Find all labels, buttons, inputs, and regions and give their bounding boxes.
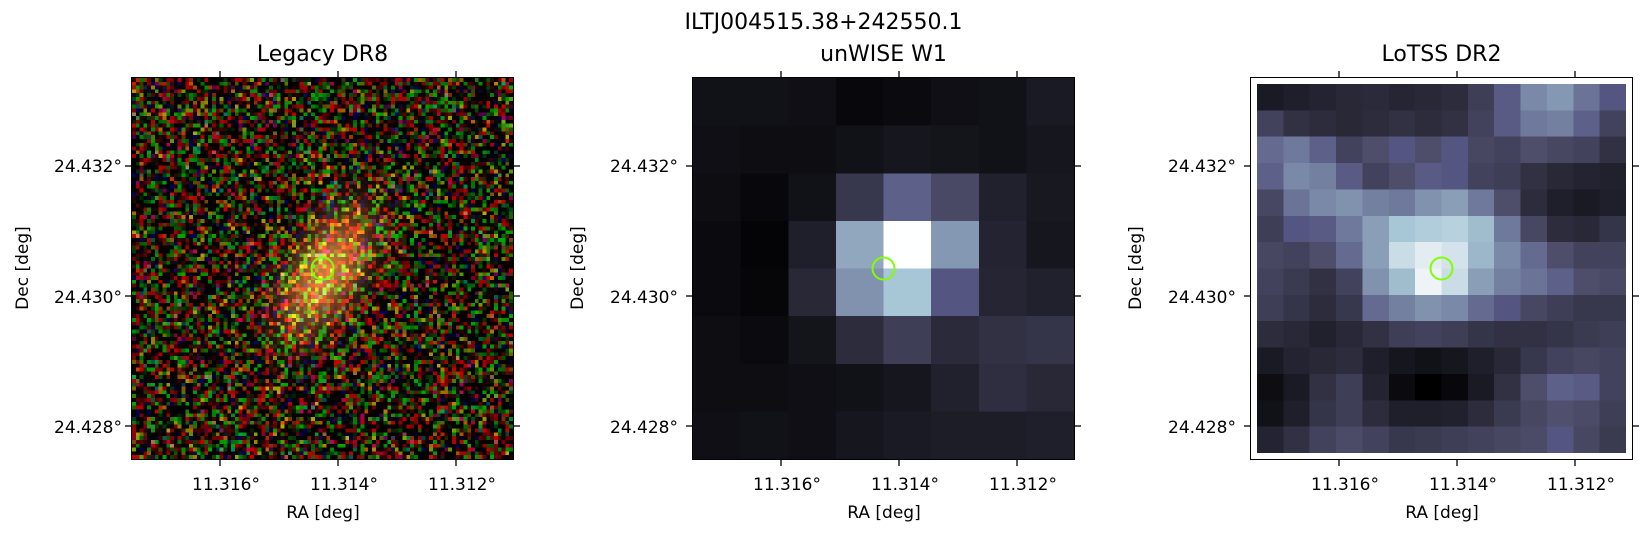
ytick-label: 24.428° xyxy=(1168,418,1236,438)
ytick-label: 24.428° xyxy=(610,418,678,438)
axes-ticks-legacy xyxy=(125,71,520,466)
legacy-image xyxy=(132,78,513,459)
xtick-label: 11.312° xyxy=(989,475,1057,495)
panel-title-legacy: Legacy DR8 xyxy=(256,42,389,67)
xtick-label: 11.312° xyxy=(428,475,496,495)
xtick-label: 11.316° xyxy=(1311,475,1379,495)
image-axes-legacy xyxy=(125,71,520,466)
ylabel: Dec [deg] xyxy=(13,226,33,310)
xtick-label: 11.314° xyxy=(871,475,939,495)
axes-ticks-lotss xyxy=(1244,71,1639,466)
ytick-label: 24.430° xyxy=(1168,288,1236,308)
ytick-label: 24.428° xyxy=(54,418,122,438)
lotss-image xyxy=(1257,84,1626,453)
unwise-image xyxy=(693,78,1074,459)
ytick-label: 24.430° xyxy=(54,288,122,308)
source-marker xyxy=(871,256,896,281)
ytick-label: 24.432° xyxy=(1168,157,1236,177)
xtick-label: 11.314° xyxy=(1429,475,1497,495)
ylabel: Dec [deg] xyxy=(568,226,588,310)
xtick-label: 11.314° xyxy=(310,475,378,495)
ytick-label: 24.432° xyxy=(54,157,122,177)
source-marker xyxy=(310,256,335,281)
ytick-label: 24.432° xyxy=(610,157,678,177)
figure-title: ILTJ004515.38+242550.1 xyxy=(684,10,963,35)
xlabel: RA [deg] xyxy=(286,503,360,523)
panel-title-unwise: unWISE W1 xyxy=(820,42,947,67)
image-axes-lotss xyxy=(1244,71,1639,466)
xtick-label: 11.316° xyxy=(753,475,821,495)
ytick-label: 24.430° xyxy=(610,288,678,308)
xtick-label: 11.312° xyxy=(1547,475,1615,495)
image-axes-unwise xyxy=(686,71,1081,466)
xtick-label: 11.316° xyxy=(192,475,260,495)
xlabel: RA [deg] xyxy=(1405,503,1479,523)
xlabel: RA [deg] xyxy=(847,503,921,523)
ylabel: Dec [deg] xyxy=(1126,226,1146,310)
source-marker xyxy=(1429,256,1454,281)
axes-ticks-unwise xyxy=(686,71,1081,466)
panel-title-lotss: LoTSS DR2 xyxy=(1381,42,1502,67)
